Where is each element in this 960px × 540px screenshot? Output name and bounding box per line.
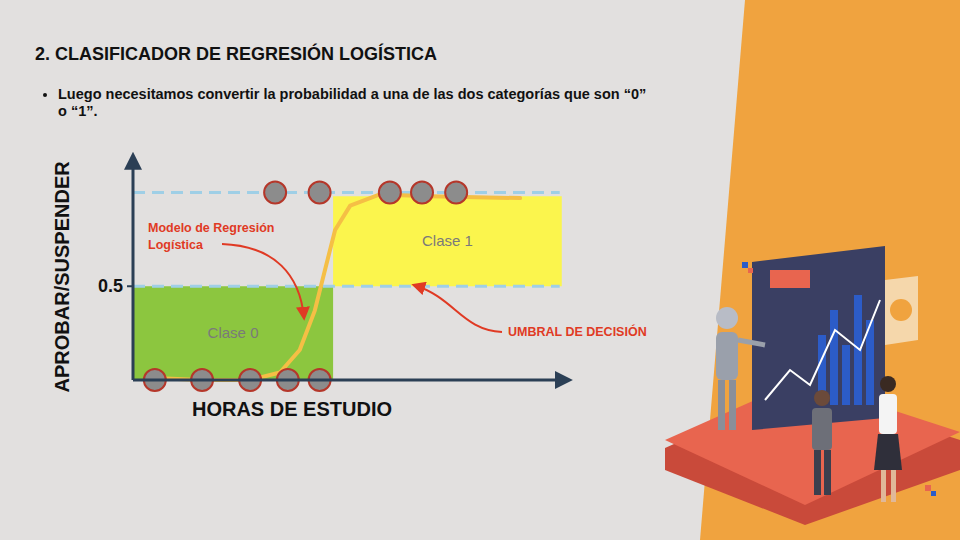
data-point [445,182,467,204]
data-point [309,182,331,204]
annotation-arrow [222,244,304,318]
person-leg [824,450,831,495]
person-leg [814,450,821,495]
annotation: Modelo de Regresión Logística [148,221,274,252]
reference-line [133,191,560,194]
bullet-list: Luego necesitamos convertir la probabili… [40,86,658,120]
robot-head [716,307,738,329]
slide-title: 2. CLASIFICADOR DE REGRESIÓN LOGÍSTICA [35,44,437,65]
class-label: Clase 1 [422,232,473,249]
screen [752,246,885,430]
class-region [333,196,562,286]
stage: Clase 0 Clase 1 0.5 APROBAR/SUSPENDER HORAS … [0,0,960,540]
side-panel [885,276,918,345]
y-tick-label: 0.5 [98,276,123,296]
decor-square [925,485,931,491]
robot-body [716,332,738,380]
y-axis-title: APROBAR/SUSPENDER [51,161,73,393]
reference-line [133,285,560,288]
person-leg [891,470,896,502]
x-axis [133,379,566,382]
y-axis [132,159,135,380]
person-leg [881,470,886,502]
data-point [379,182,401,204]
person-body [812,408,832,450]
person-head [814,390,830,406]
decor-square [931,491,936,496]
screen-line [765,300,880,400]
person-head [880,376,896,392]
annotation-arrow [414,285,502,332]
class-region [133,286,333,380]
person-body [879,394,897,434]
robot-leg [729,380,736,430]
screen-bar [842,345,850,405]
pie-icon [890,299,912,321]
annotation: UMBRAL DE DECISIÓN [508,324,647,339]
data-point [264,182,286,204]
plot-area [133,182,562,392]
screen-bar [830,310,838,405]
decor-square [748,268,753,273]
class-label: Clase 0 [208,324,259,341]
annotation-line: Logística [148,238,204,252]
slide: {"slide": {"title": "2. CLASIFICADOR DE … [0,0,960,540]
x-axis-title: HORAS DE ESTUDIO [192,398,392,420]
annotation-line: Modelo de Regresión [148,221,274,235]
person-skirt [874,434,902,470]
decor-square [742,262,748,268]
data-point [411,182,433,204]
screen-card [770,270,810,288]
bullet: Luego necesitamos convertir la probabili… [58,86,658,120]
illustration [665,246,960,525]
robot-leg [718,380,725,430]
y-tick [127,285,133,287]
robot-arm [738,340,765,345]
